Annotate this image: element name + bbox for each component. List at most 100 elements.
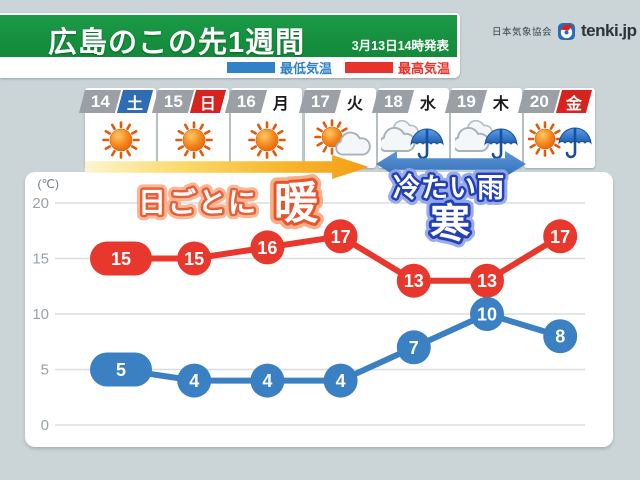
legend-max-swatch <box>344 62 393 73</box>
day-header: 15 日 <box>152 90 229 113</box>
cloud-icon <box>335 131 371 156</box>
temp-value-label: 17 <box>331 227 351 247</box>
cloudy-rain-icon <box>381 119 444 160</box>
sunny-icon <box>248 121 286 159</box>
weather-icon <box>231 114 302 166</box>
weather-icon <box>305 114 376 166</box>
data-point <box>543 319 578 354</box>
date-number: 19 <box>444 90 488 113</box>
day-header: 19 木 <box>444 90 522 113</box>
tenkijp-logo-icon <box>557 22 576 40</box>
sun-icon <box>174 121 213 159</box>
umbrella-icon <box>557 127 592 159</box>
temp-value-label: 13 <box>404 271 424 291</box>
weekday-label: 木 <box>492 95 509 113</box>
date-number: 17 <box>298 90 341 113</box>
sunny-icon <box>101 121 140 159</box>
sun-icon <box>101 121 140 159</box>
umbrella-icon <box>483 128 518 160</box>
weekday-label: 土 <box>116 90 154 113</box>
date-number: 20 <box>518 90 561 113</box>
data-point <box>323 219 358 254</box>
data-point <box>177 363 212 398</box>
day-cell: 20 金 <box>518 88 596 168</box>
y-tick-label: 10 <box>32 306 49 323</box>
data-point <box>543 219 578 254</box>
data-point <box>90 352 152 387</box>
y-axis-unit: (℃) <box>38 177 59 191</box>
weekday-label: 金 <box>556 90 593 113</box>
title-bar: 広島のこの先1週間 3月13日14時発表 <box>0 15 457 59</box>
day-header: 16 月 <box>225 90 302 113</box>
temp-value-label: 10 <box>477 305 497 325</box>
header-banner: 広島のこの先1週間 3月13日14時発表 最低気温 最高気温 <box>0 13 460 78</box>
data-point <box>470 297 504 331</box>
cloud-icon <box>454 126 490 152</box>
data-point <box>250 363 285 398</box>
day-header: 20 金 <box>518 90 595 113</box>
cloud-icon <box>381 126 417 152</box>
brand-logo[interactable]: 日本気象協会 tenki.jp <box>492 20 637 42</box>
brand-name: tenki.jp <box>581 21 637 40</box>
data-point <box>177 241 212 276</box>
day-cell: 16 月 <box>225 88 303 168</box>
date-number: 16 <box>225 90 268 113</box>
day-cell: 15 日 <box>152 88 230 168</box>
weather-icon <box>378 114 449 166</box>
data-point <box>396 263 431 298</box>
weather-icon <box>85 114 156 166</box>
weather-icon <box>451 114 522 166</box>
date-number: 18 <box>371 90 414 113</box>
date-number: 15 <box>152 90 195 113</box>
temp-value-label: 4 <box>262 371 272 391</box>
temp-value-label: 5 <box>116 360 126 380</box>
legend-max-label: 最高気温 <box>397 61 450 76</box>
y-tick-label: 5 <box>41 362 49 379</box>
temperature-chart: 0 5 10 15 20 (℃) 15 15 16 17 13 13 17 5 4 4 4 7 10 8 <box>32 177 585 434</box>
day-cell: 17 火 <box>298 88 376 168</box>
legend-min-swatch <box>226 62 275 73</box>
temp-value-label: 13 <box>477 271 497 291</box>
day-cell: 14 土 <box>78 88 156 168</box>
temp-value-label: 15 <box>184 249 204 269</box>
temp-value-label: 8 <box>555 327 565 347</box>
y-tick-label: 0 <box>41 417 49 434</box>
weather-icon <box>524 114 595 166</box>
day-header: 17 火 <box>298 90 376 113</box>
weekday-label: 水 <box>419 95 436 113</box>
temp-value-label: 4 <box>336 371 346 391</box>
temp-value-label: 16 <box>257 238 277 258</box>
data-point <box>323 363 358 398</box>
temp-value-label: 7 <box>409 338 419 358</box>
umbrella-icon <box>410 128 444 160</box>
data-point <box>470 263 504 298</box>
sun-icon <box>248 121 286 159</box>
y-tick-label: 20 <box>32 195 49 212</box>
temp-value-label: 15 <box>111 249 131 269</box>
weekday-label: 火 <box>346 95 363 113</box>
page-title: 広島のこの先1週間 <box>48 27 306 59</box>
day-header: 18 水 <box>371 90 449 113</box>
date-number: 14 <box>78 90 122 113</box>
data-point <box>250 230 285 265</box>
sunny-rain-icon <box>527 121 592 159</box>
temp-value-label: 17 <box>550 227 570 247</box>
y-tick-label: 15 <box>32 251 49 268</box>
publisher-name: 日本気象協会 <box>492 27 553 38</box>
day-cell: 18 水 <box>371 88 449 168</box>
sunny-icon <box>174 121 213 159</box>
chart-panel: 0 5 10 15 20 (℃) 15 15 16 17 13 13 17 5 4 4 4 7 10 8 <box>25 172 613 447</box>
day-header: 14 土 <box>78 90 156 113</box>
data-point <box>396 330 431 365</box>
weather-icon <box>158 114 229 166</box>
weekday-label: 日 <box>190 90 227 113</box>
issued-timestamp: 3月13日14時発表 <box>351 39 449 53</box>
legend-min-label: 最低気温 <box>279 61 332 76</box>
chart-legend: 最低気温 最高気温 <box>0 57 460 78</box>
temp-value-label: 4 <box>189 371 199 391</box>
sun-icon <box>527 121 563 157</box>
data-point <box>90 241 152 276</box>
sunny-then-cloudy-icon <box>314 119 371 156</box>
weekday-label: 月 <box>273 95 290 113</box>
